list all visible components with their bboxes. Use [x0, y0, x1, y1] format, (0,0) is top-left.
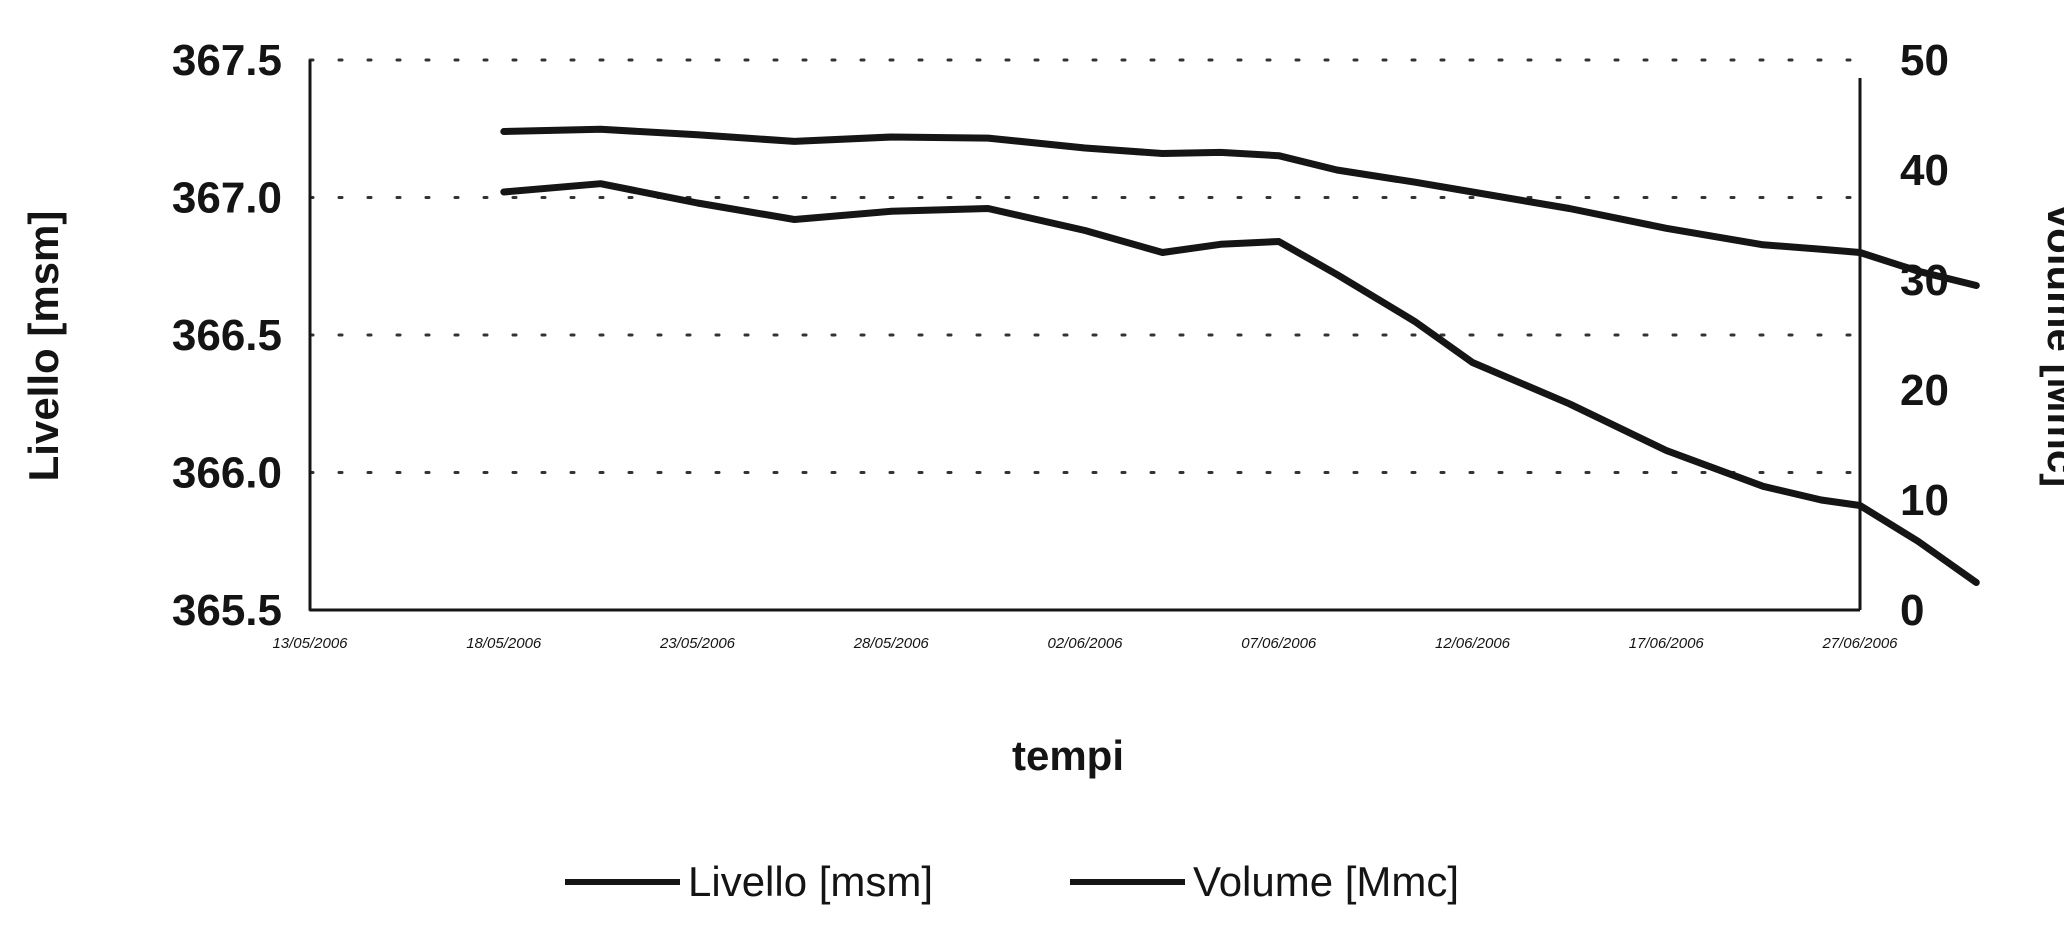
right-axis-title: volume [Mmc] — [2039, 205, 2064, 487]
x-tick-label: 07/06/2006 — [1241, 635, 1317, 652]
x-axis-title: tempi — [1012, 732, 1124, 779]
left-tick-label: 366.5 — [172, 311, 282, 360]
left-tick-label: 366.0 — [172, 449, 282, 498]
legend-label-livello: Livello [msm] — [688, 858, 933, 905]
ticks-group: 365.5 366.0 366.5 367.0 367.5 0 10 20 30 40 50 13/0… — [172, 36, 1949, 652]
x-tick-label: 17/06/2006 — [1629, 635, 1705, 652]
grid — [308, 58, 1862, 612]
left-axis-title: Livello [msm] — [20, 211, 67, 482]
legend: Livello [msm] Volume [Mmc] — [565, 858, 1459, 905]
x-tick-label: 12/06/2006 — [1435, 635, 1511, 652]
x-tick-label: 28/05/2006 — [853, 635, 930, 652]
x-tick-label: 23/05/2006 — [659, 635, 736, 652]
axes — [308, 60, 1862, 612]
right-tick-label: 40 — [1900, 146, 1949, 195]
series-group — [500, 125, 1980, 586]
left-tick-label: 367.0 — [172, 174, 282, 223]
left-tick-label: 365.5 — [172, 586, 282, 635]
right-tick-label: 50 — [1900, 36, 1949, 85]
right-tick-label: 10 — [1900, 476, 1949, 525]
legend-label-volume: Volume [Mmc] — [1193, 858, 1459, 905]
left-tick-label: 367.5 — [172, 36, 282, 85]
x-tick-label: 13/05/2006 — [272, 635, 348, 652]
right-tick-label: 30 — [1900, 256, 1949, 305]
right-tick-label: 20 — [1900, 366, 1949, 415]
series-line-volume — [500, 125, 1980, 289]
x-tick-label: 27/06/2006 — [1821, 635, 1898, 652]
x-tick-label: 02/06/2006 — [1047, 635, 1123, 652]
x-tick-label: 18/05/2006 — [466, 635, 542, 652]
right-tick-label: 0 — [1900, 586, 1924, 635]
series-line-livello — [500, 180, 1980, 586]
